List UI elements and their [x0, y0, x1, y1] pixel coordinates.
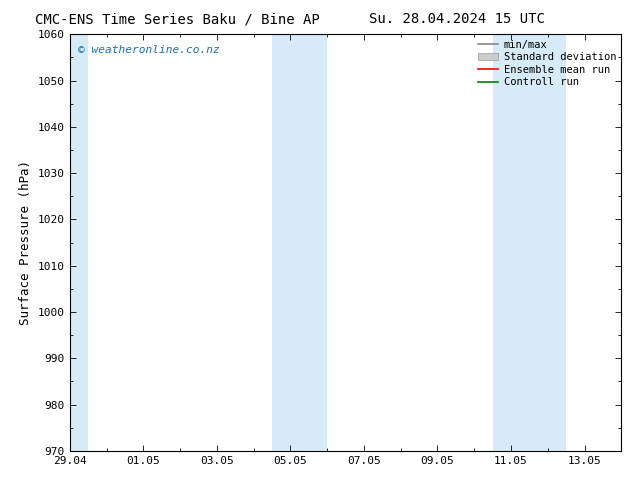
Legend: min/max, Standard deviation, Ensemble mean run, Controll run: min/max, Standard deviation, Ensemble me…: [477, 40, 616, 87]
Bar: [68, 34, 88, 451]
Text: © weatheronline.co.nz: © weatheronline.co.nz: [78, 45, 220, 55]
Bar: [272, 34, 327, 451]
Bar: [529, 34, 566, 451]
Text: Su. 28.04.2024 15 UTC: Su. 28.04.2024 15 UTC: [368, 12, 545, 26]
Y-axis label: Surface Pressure (hPa): Surface Pressure (hPa): [19, 160, 32, 325]
Bar: [493, 34, 529, 451]
Text: CMC-ENS Time Series Baku / Bine AP: CMC-ENS Time Series Baku / Bine AP: [35, 12, 320, 26]
